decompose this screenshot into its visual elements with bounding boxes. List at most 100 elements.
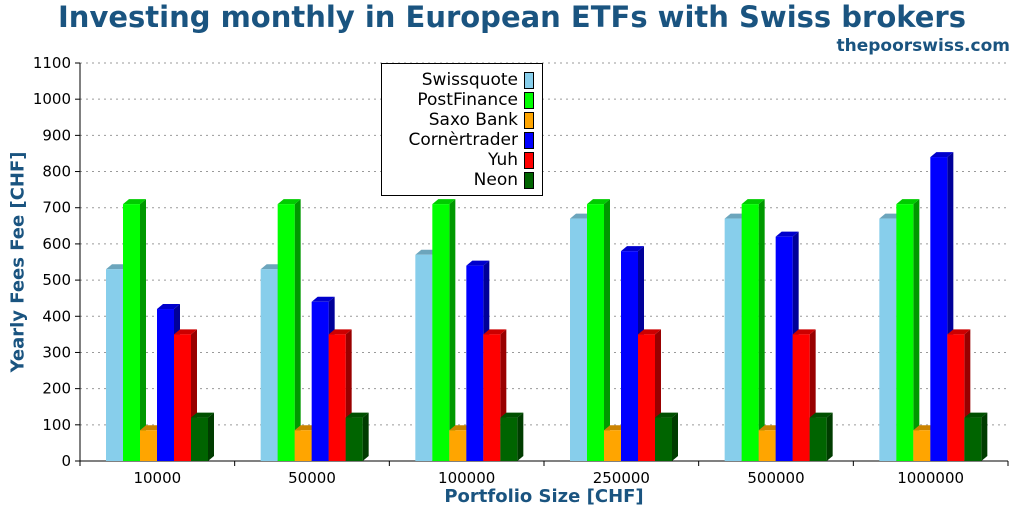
legend-swatch (524, 151, 534, 169)
bar-top (174, 329, 197, 335)
bar (964, 417, 982, 461)
bar-top (311, 296, 335, 302)
legend-label: Saxo Bank (428, 110, 518, 130)
y-tick-label: 1000 (33, 90, 71, 108)
bar-side (517, 412, 524, 461)
y-tick-label: 200 (42, 380, 71, 398)
bar-side (362, 412, 369, 461)
bar-top (483, 329, 507, 335)
bar (328, 334, 346, 461)
legend-label: Cornèrtrader (408, 130, 519, 150)
legend-item: Neon (474, 170, 534, 190)
bar-top (775, 231, 799, 237)
bar (191, 417, 208, 461)
bar (638, 334, 655, 461)
legend-label: Neon (473, 170, 518, 190)
bar (587, 204, 604, 462)
y-tick-label: 100 (42, 416, 71, 434)
bar-top (466, 260, 490, 266)
bar-top (964, 412, 988, 418)
bar-top (638, 329, 661, 335)
bar (294, 430, 312, 461)
x-axis-label: Portfolio Size [CHF] (444, 486, 644, 507)
bar-side (449, 199, 456, 462)
bar-top (500, 412, 524, 418)
legend-label: Swissquote (421, 70, 518, 90)
legend-item: Swissquote (422, 70, 534, 90)
bar (655, 417, 672, 461)
bar (415, 254, 433, 461)
bar (174, 334, 191, 461)
bar (604, 430, 621, 461)
bar-side (758, 199, 765, 462)
bar-top (792, 329, 816, 335)
y-tick-label: 900 (42, 126, 71, 144)
y-tick-label: 500 (42, 271, 71, 289)
bar-top (157, 304, 180, 310)
bar-side (208, 412, 214, 461)
bar-top (191, 412, 214, 418)
legend-item: Saxo Bank (429, 110, 534, 130)
bar (775, 236, 793, 461)
bar (483, 334, 501, 461)
legend: Swissquote PostFinance Saxo Bank Cornèrtrad… (381, 63, 543, 196)
x-tick-label: 50000 (288, 469, 336, 487)
bar (896, 204, 914, 462)
legend-label: Yuh (488, 150, 518, 170)
bar-side (826, 412, 833, 461)
bar (621, 251, 638, 461)
legend-item: Cornèrtrader (408, 130, 534, 150)
chart-title: Investing monthly in European ETFs with … (58, 0, 966, 34)
bar-top (741, 199, 765, 205)
bar-top (277, 199, 301, 205)
bar (432, 204, 450, 462)
bar (106, 269, 123, 461)
y-tick-label: 400 (42, 307, 71, 325)
bar (140, 430, 157, 461)
y-tick-label: 0 (61, 452, 71, 470)
bar (758, 430, 776, 461)
bar-top (809, 412, 833, 418)
legend-label: PostFinance (417, 90, 518, 110)
bar-top (930, 152, 954, 158)
legend-swatch (524, 91, 534, 109)
bar (500, 417, 518, 461)
legend-swatch (524, 71, 534, 89)
bar (466, 265, 484, 461)
legend-swatch (524, 111, 534, 129)
bar-side (604, 199, 610, 462)
bar (913, 430, 931, 461)
bar (277, 204, 295, 462)
y-tick-label: 1100 (33, 54, 71, 72)
x-tick-label: 10000 (133, 469, 181, 487)
bar-top (947, 329, 971, 335)
bar-top (621, 246, 644, 252)
bar (792, 334, 810, 461)
bar-side (294, 199, 301, 462)
bar (809, 417, 827, 461)
bar-top (328, 329, 352, 335)
bar (123, 204, 140, 462)
legend-item: PostFinance (417, 90, 534, 110)
bar (311, 301, 329, 461)
bar (570, 218, 587, 461)
bar (157, 309, 174, 461)
bar-side (913, 199, 920, 462)
legend-swatch (524, 131, 534, 149)
bar-top (123, 199, 146, 205)
bar-top (896, 199, 920, 205)
bar (879, 218, 897, 461)
bar-top (587, 199, 610, 205)
y-tick-label: 600 (42, 235, 71, 253)
y-tick-label: 300 (42, 343, 71, 361)
bar (449, 430, 467, 461)
bar-top (345, 412, 369, 418)
bar (741, 204, 759, 462)
x-tick-label: 500000 (747, 469, 804, 487)
x-tick-label: 100000 (438, 469, 495, 487)
legend-swatch (524, 171, 534, 189)
source-label: thepoorswiss.com (836, 36, 1011, 56)
legend-item: Yuh (488, 150, 534, 170)
bar-side (981, 412, 988, 461)
